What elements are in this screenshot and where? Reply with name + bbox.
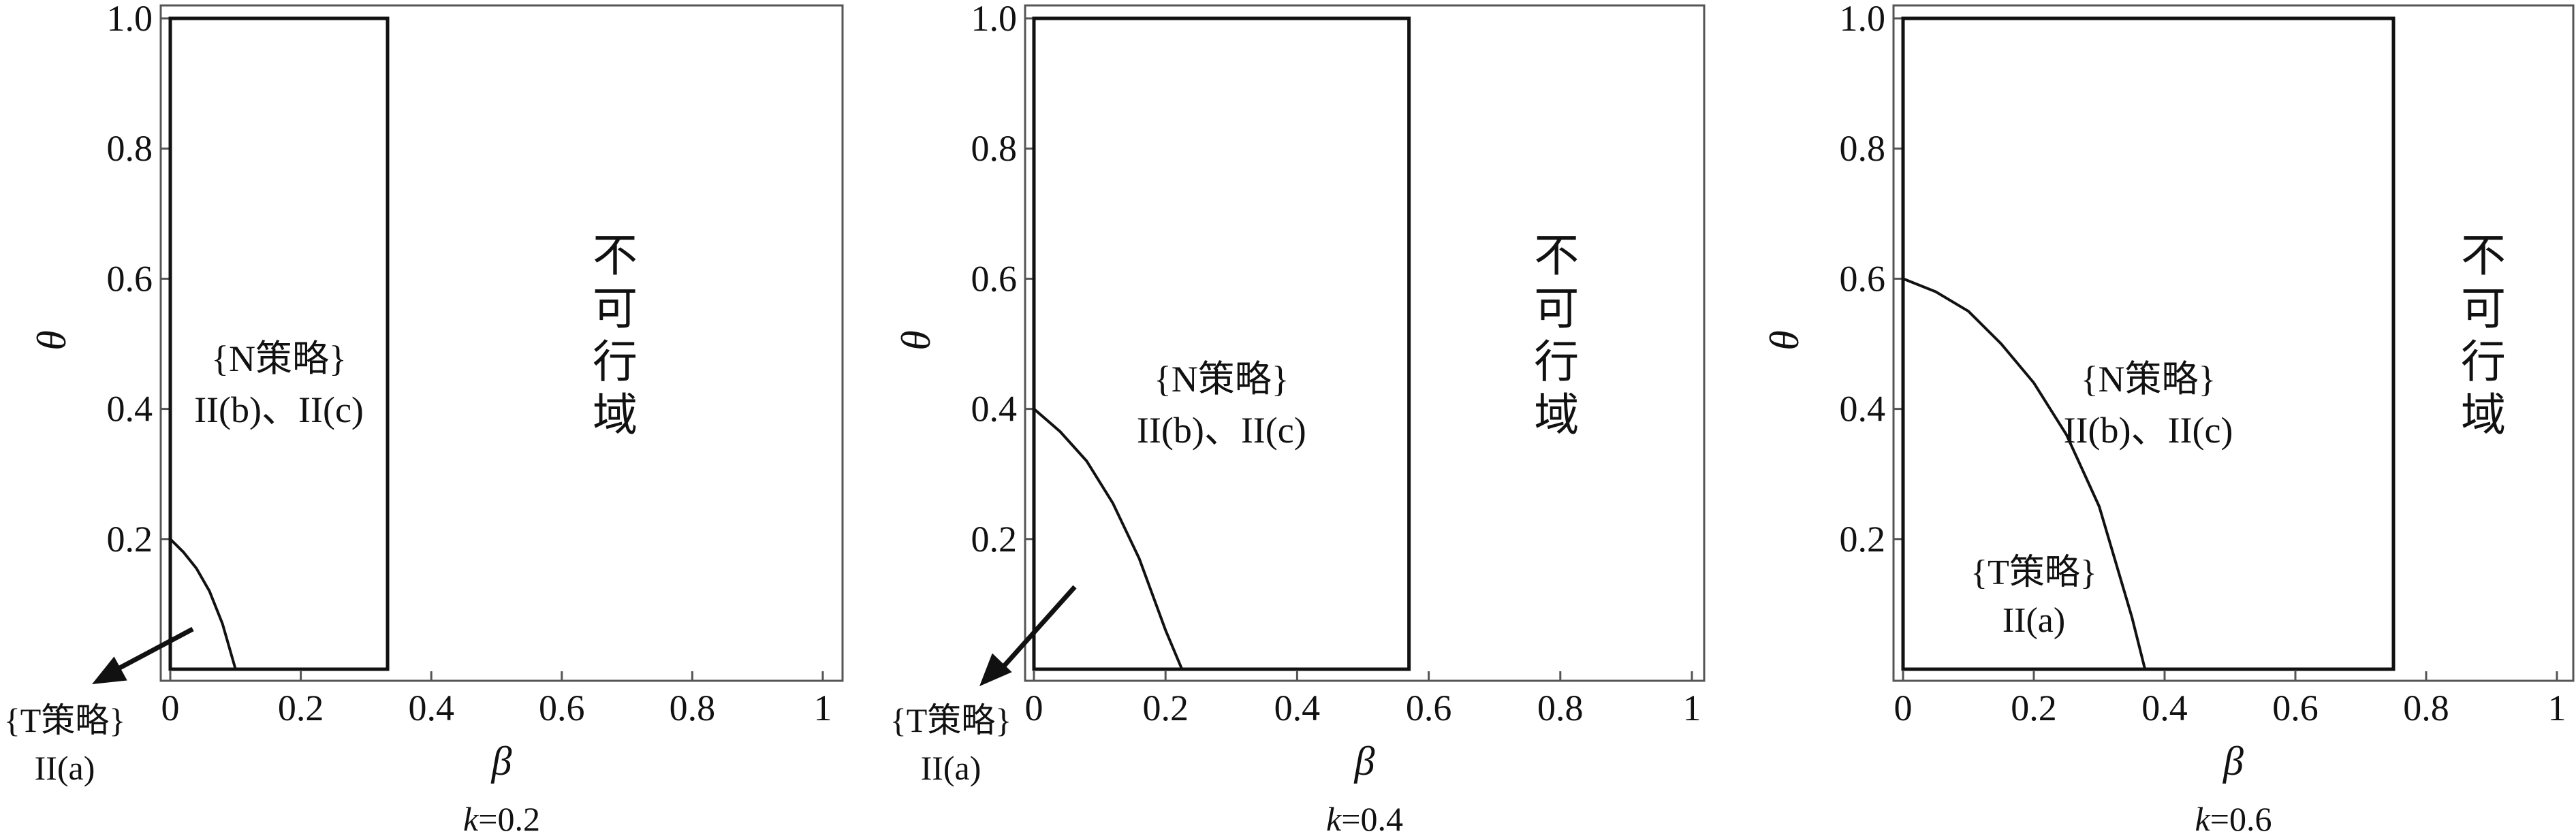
n-strategy-label: II(b)、II(c) xyxy=(2064,410,2233,451)
infeasible-region-label: 域 xyxy=(1534,391,1579,440)
arrowhead-icon xyxy=(92,656,127,684)
x-tick-label: 1 xyxy=(1683,688,1701,728)
x-tick-label: 0 xyxy=(161,688,180,728)
infeasible-region-label: 行 xyxy=(1534,338,1579,387)
axes-frame xyxy=(1892,4,2575,682)
strategy-boundary-curve xyxy=(169,538,237,670)
chart-panel-2: 0 0.2 0.4 0.6 0.8 1 0.2 0.4 0.6 0.8 1.0 β θ k=0.4 {N策略… xyxy=(890,0,1706,836)
x-tick-label: 0.4 xyxy=(408,688,454,728)
axes-frame xyxy=(159,4,844,682)
infeasible-region-label: 行 xyxy=(2461,338,2506,387)
x-tick-label: 0.8 xyxy=(2403,688,2449,728)
panel-caption: k=0.2 xyxy=(463,800,540,836)
chart-panel-3: 0 0.2 0.4 0.6 0.8 1 0.2 0.4 0.6 0.8 1.0 β θ k=0.6 {N策略… xyxy=(1762,0,2575,836)
y-axis-label: θ xyxy=(894,330,939,350)
x-tick-label: 0.4 xyxy=(2141,688,2188,728)
arrow-line xyxy=(992,585,1077,679)
x-axis-label: β xyxy=(1354,739,1375,784)
t-strategy-label: II(a) xyxy=(2002,601,2065,640)
arrow-line xyxy=(106,626,194,677)
x-tick-label: 0.8 xyxy=(1537,688,1584,728)
feasible-region-box xyxy=(168,16,390,671)
y-tick-label: 0.2 xyxy=(1840,519,1886,560)
feasible-region-box xyxy=(1032,16,1411,671)
infeasible-region-label: 可 xyxy=(2461,285,2506,334)
y-tick-label: 1.0 xyxy=(971,0,1018,39)
infeasible-region-label: 行 xyxy=(593,338,638,387)
panel-caption: k=0.6 xyxy=(2195,800,2272,836)
x-tick-label: 0.6 xyxy=(539,688,585,728)
n-strategy-label: II(b)、II(c) xyxy=(1137,410,1306,451)
y-tick-label: 0.4 xyxy=(107,389,153,430)
t-strategy-label: {T策略} xyxy=(4,701,126,739)
y-tick-label: 0.4 xyxy=(971,389,1018,430)
t-strategy-label: II(a) xyxy=(921,749,981,787)
t-strategy-label: {T策略} xyxy=(1970,553,2097,592)
n-strategy-label: {N策略} xyxy=(211,338,347,379)
y-tick-label: 0.4 xyxy=(1840,389,1886,430)
y-tick-label: 0.6 xyxy=(107,258,153,299)
x-tick-label: 1 xyxy=(2548,688,2566,728)
strategy-boundary-curve xyxy=(1902,277,2147,670)
infeasible-region-label: 域 xyxy=(593,391,638,440)
x-tick-label: 0 xyxy=(1025,688,1043,728)
x-tick-label: 0.2 xyxy=(2011,688,2057,728)
strategy-boundary-curve xyxy=(1033,408,1184,670)
axes-frame xyxy=(1024,4,1706,682)
infeasible-region-label: 可 xyxy=(593,285,638,334)
panel-caption: k=0.4 xyxy=(1326,800,1403,836)
t-strategy-label: II(a) xyxy=(35,749,95,787)
x-tick-label: 0.6 xyxy=(1406,688,1452,728)
chart-panel-1: 0 0.2 0.4 0.6 0.8 1 0.2 0.4 0.6 0.8 1.0 β θ k=0.2 {N策略… xyxy=(4,0,844,836)
n-strategy-label: II(b)、II(c) xyxy=(194,389,364,430)
x-tick-label: 0.2 xyxy=(278,688,324,728)
t-strategy-label: {T策略} xyxy=(890,701,1012,739)
x-tick-label: 0.6 xyxy=(2272,688,2319,728)
y-tick-label: 0.8 xyxy=(971,128,1018,169)
y-axis-label: θ xyxy=(29,330,74,350)
infeasible-region-label: 域 xyxy=(2461,391,2506,440)
x-axis-label: β xyxy=(491,739,512,784)
n-strategy-label: {N策略} xyxy=(1154,359,1289,400)
n-strategy-label: {N策略} xyxy=(2081,359,2216,400)
x-tick-label: 0.2 xyxy=(1142,688,1189,728)
infeasible-region-label: 不 xyxy=(2461,231,2506,281)
x-tick-label: 0.8 xyxy=(670,688,716,728)
y-tick-label: 0.6 xyxy=(1840,258,1886,299)
y-tick-label: 0.8 xyxy=(107,128,153,169)
x-tick-label: 0 xyxy=(1894,688,1913,728)
y-tick-label: 1.0 xyxy=(107,0,153,39)
x-tick-label: 0.4 xyxy=(1274,688,1321,728)
infeasible-region-label: 可 xyxy=(1534,285,1579,334)
y-tick-label: 0.2 xyxy=(107,519,153,560)
infeasible-region-label: 不 xyxy=(1534,231,1579,281)
x-axis-label: β xyxy=(2222,739,2244,784)
y-tick-label: 1.0 xyxy=(1840,0,1886,39)
feasible-region-box xyxy=(1901,16,2396,671)
infeasible-region-label: 不 xyxy=(593,231,638,281)
arrowhead-icon xyxy=(979,653,1012,686)
y-tick-label: 0.6 xyxy=(971,258,1018,299)
y-tick-label: 0.8 xyxy=(1840,128,1886,169)
y-tick-label: 0.2 xyxy=(971,519,1018,560)
x-tick-label: 1 xyxy=(814,688,832,728)
y-axis-label: θ xyxy=(1762,330,1807,350)
